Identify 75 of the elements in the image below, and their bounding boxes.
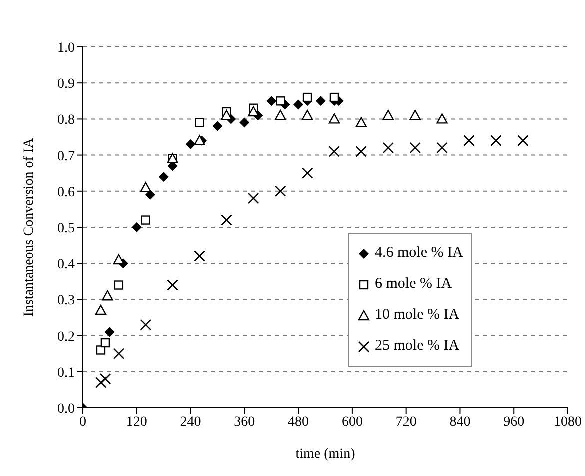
- point: [158, 172, 169, 182]
- y-tick-label: 0.0: [58, 402, 75, 417]
- y-tick-label: 0.4: [58, 258, 75, 273]
- y-tick-label: 0.5: [58, 221, 75, 236]
- x-tick-label: 840: [450, 414, 471, 430]
- legend-label: 10 mole % IA: [375, 307, 460, 324]
- point: [328, 146, 340, 158]
- point: [167, 280, 178, 291]
- point: [104, 327, 115, 338]
- point: [140, 182, 152, 192]
- point: [356, 146, 368, 158]
- point: [195, 118, 204, 128]
- point: [436, 142, 448, 154]
- y-tick-label: 1.0: [58, 40, 75, 56]
- point: [114, 280, 124, 290]
- legend-label: 6 mole % IA: [375, 276, 452, 293]
- point: [410, 142, 421, 154]
- point: [517, 135, 529, 147]
- point: [221, 214, 232, 226]
- legend-label: 4.6 mole % IA: [375, 245, 464, 262]
- x-tick-label: 960: [504, 414, 525, 430]
- point: [240, 118, 250, 128]
- legend-label: 25 mole % IA: [375, 338, 460, 355]
- y-tick-label: 0.2: [58, 330, 75, 345]
- y-tick-label: 0.9: [58, 77, 75, 92]
- point: [141, 216, 150, 225]
- point: [96, 346, 106, 355]
- point: [194, 135, 206, 146]
- x-tick-label: 720: [396, 414, 417, 430]
- y-tick-label: 0.1: [58, 366, 75, 381]
- x-axis-title: time (min): [296, 447, 356, 462]
- x-tick-label: 360: [234, 414, 256, 430]
- x-tick-label: 1080: [554, 414, 582, 430]
- point: [490, 135, 502, 147]
- point: [194, 250, 206, 262]
- point: [186, 139, 196, 150]
- x-tick-label: 240: [180, 414, 202, 430]
- x-tick-label: 120: [126, 414, 148, 430]
- point: [410, 110, 421, 120]
- x-tick-label: 480: [288, 414, 310, 430]
- point: [248, 106, 260, 117]
- point: [266, 96, 277, 106]
- x-tick-label: 0: [80, 414, 86, 430]
- point: [102, 290, 114, 301]
- point: [436, 114, 448, 124]
- point: [95, 304, 107, 316]
- point: [302, 92, 312, 102]
- point: [328, 114, 340, 124]
- point: [330, 92, 340, 102]
- point: [382, 110, 394, 120]
- point: [113, 348, 125, 360]
- y-tick-label: 0.8: [58, 113, 75, 128]
- point: [316, 96, 326, 106]
- point: [356, 117, 368, 128]
- point: [221, 110, 232, 120]
- point: [464, 135, 475, 147]
- point: [100, 338, 110, 348]
- y-axis-title: Instantaneous Conversion of IA: [22, 137, 37, 317]
- point: [302, 168, 314, 179]
- point: [294, 100, 304, 110]
- point: [132, 222, 142, 232]
- point: [95, 377, 107, 388]
- point: [382, 142, 394, 154]
- y-tick-label: 0.3: [58, 294, 75, 309]
- point: [212, 121, 223, 132]
- point: [274, 110, 286, 120]
- point: [248, 192, 260, 204]
- point: [276, 96, 286, 106]
- point: [140, 319, 152, 331]
- point: [100, 373, 112, 385]
- x-tick-label: 600: [342, 414, 363, 430]
- point: [274, 186, 286, 198]
- y-tick-label: 0.6: [58, 185, 75, 200]
- point: [302, 110, 314, 120]
- y-tick-label: 0.7: [58, 149, 75, 164]
